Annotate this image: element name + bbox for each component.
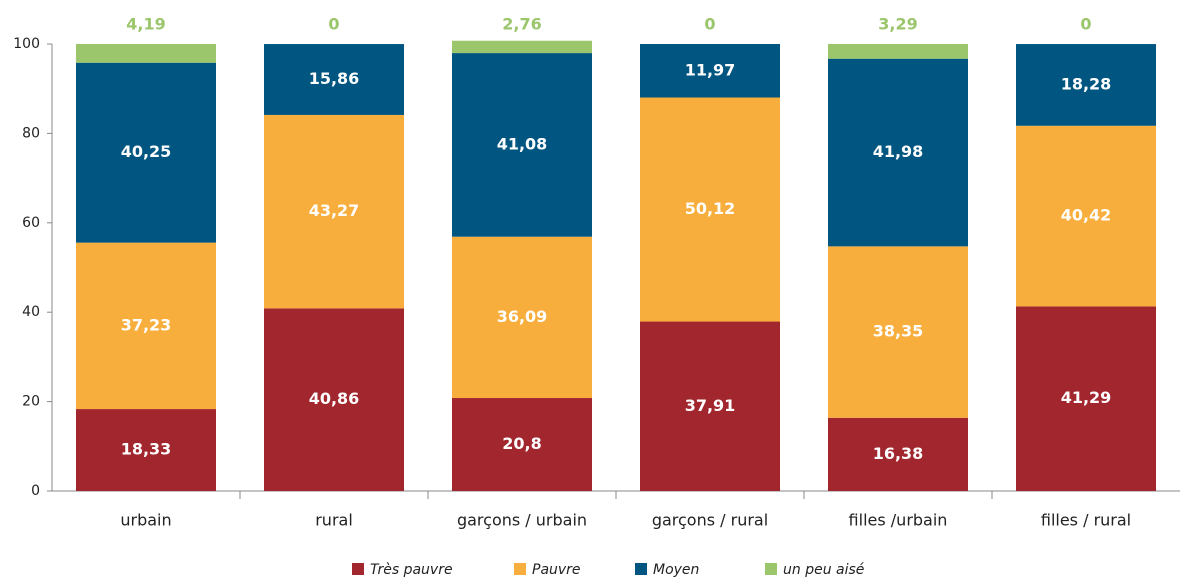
bar-segment [452,398,592,491]
data-label: 41,08 [497,134,548,153]
legend-swatch [514,563,526,575]
data-label: 0 [704,15,715,34]
y-tick-label: 0 [31,483,40,499]
x-tick-label: filles /urbain [849,511,948,530]
legend-label: Pauvre [532,562,581,578]
bar-segment [264,308,404,491]
bar-segment [828,58,968,247]
y-tick-label: 80 [22,125,40,141]
bar-segment [76,62,216,243]
data-label: 38,35 [873,322,924,341]
bar-segment [452,236,592,399]
bar-segment [640,44,780,98]
legend-label: Très pauvre [370,562,453,578]
data-label: 0 [1080,15,1091,34]
data-label: 15,86 [309,69,360,88]
data-label: 41,29 [1061,388,1112,407]
data-label: 40,42 [1061,206,1112,225]
data-label: 16,38 [873,444,924,463]
data-label: 18,33 [121,440,172,459]
legend-label: un peu aisé [783,562,865,578]
bar-segment [640,97,780,322]
x-tick-label: urbain [120,511,171,530]
x-tick-label: garçons / urbain [457,511,587,530]
bar-segment [828,417,968,491]
data-label: 37,91 [685,396,736,415]
x-tick-label: garçons / rural [652,511,768,530]
data-label: 20,8 [502,434,541,453]
y-tick-label: 40 [22,304,40,320]
data-label: 37,23 [121,315,172,334]
legend-swatch [765,563,777,575]
data-label: 43,27 [309,201,360,220]
bar-segment [452,53,592,237]
bar-segment [1016,125,1156,307]
data-label: 40,86 [309,389,360,408]
legend-swatch [635,563,647,575]
data-label: 40,25 [121,142,172,161]
bar-segment [1016,306,1156,491]
data-label: 4,19 [126,15,165,34]
data-label: 50,12 [685,199,736,218]
data-label: 18,28 [1061,74,1112,93]
bar-segment [76,242,216,410]
bar-segment [264,114,404,309]
bar-segment [828,246,968,418]
y-tick-label: 20 [22,394,40,410]
x-tick-label: rural [315,511,353,530]
x-tick-label: filles / rural [1041,511,1131,530]
data-label: 2,76 [502,15,541,34]
data-label: 3,29 [878,15,917,34]
y-tick-label: 60 [22,215,40,231]
data-label: 0 [328,15,339,34]
bar-segment [1016,44,1156,126]
y-tick-label: 100 [13,36,40,52]
bar-segment [452,40,592,54]
data-label: 36,09 [497,307,548,326]
bar-segment [640,321,780,491]
data-label: 41,98 [873,142,924,161]
bar-segment [76,44,216,63]
legend-label: Moyen [653,562,699,578]
bar-segment [76,409,216,491]
bar-segment [828,44,968,59]
bar-segment [264,44,404,115]
data-label: 11,97 [685,60,736,79]
legend-swatch [352,563,364,575]
